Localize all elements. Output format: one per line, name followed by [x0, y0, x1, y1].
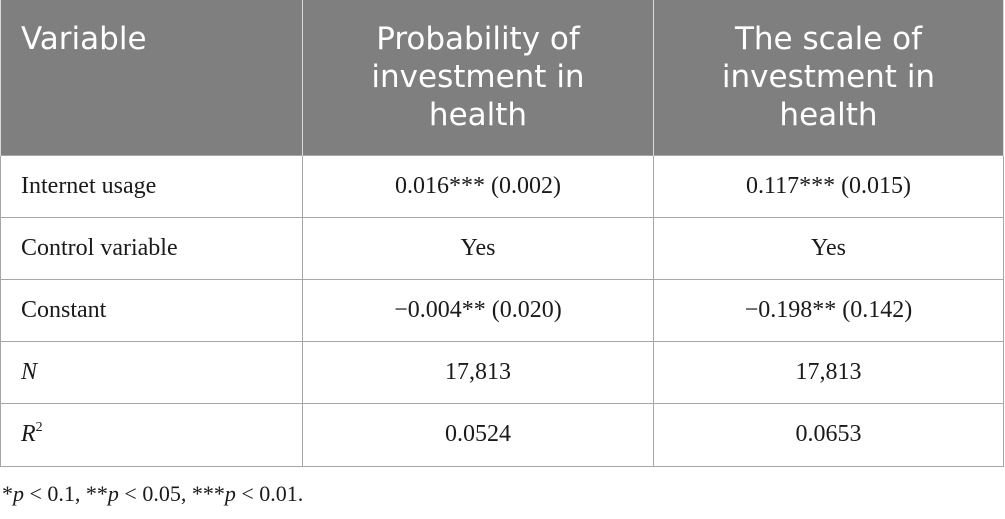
footnote-part: * — [2, 481, 13, 506]
table-row: Control variable Yes Yes — [0, 216, 1004, 280]
cell-value: 0.0653 — [653, 402, 1004, 467]
row-label: N — [0, 340, 303, 404]
cell-value: 17,813 — [302, 340, 654, 404]
cell-value: 0.117*** (0.015) — [653, 154, 1004, 218]
cell-value: 17,813 — [653, 340, 1004, 404]
cell-value: −0.198** (0.142) — [653, 278, 1004, 342]
cell-value: 0.016*** (0.002) — [302, 154, 654, 218]
footnote-part: < 0.1, ** — [24, 481, 108, 506]
table-row: N 17,813 17,813 — [0, 340, 1004, 404]
header-probability: Probability of investment in health — [302, 0, 654, 155]
row-label: Control variable — [0, 216, 303, 280]
table-row: Constant −0.004** (0.020) −0.198** (0.14… — [0, 278, 1004, 342]
footnote-p: p — [107, 481, 119, 506]
row-label-text: R — [21, 421, 36, 447]
header-scale: The scale of investment in health — [653, 0, 1004, 155]
cell-value: 0.0524 — [302, 402, 654, 467]
table-row: R2 0.0524 0.0653 — [0, 402, 1004, 467]
row-label: Constant — [0, 278, 303, 342]
cell-value: Yes — [302, 216, 654, 280]
table-footnote: *p < 0.1, **p < 0.05, ***p < 0.01. — [2, 481, 303, 507]
regression-table-container: Variable Probability of investment in he… — [0, 0, 1004, 467]
row-label: Internet usage — [0, 154, 303, 218]
row-label-superscript: 2 — [35, 420, 43, 435]
table-header-row: Variable Probability of investment in he… — [0, 0, 1004, 155]
regression-table: Variable Probability of investment in he… — [0, 0, 1004, 467]
footnote-p: p — [224, 481, 236, 506]
footnote-part: < 0.01. — [235, 481, 304, 506]
footnote-part: < 0.05, *** — [118, 481, 225, 506]
cell-value: −0.004** (0.020) — [302, 278, 654, 342]
footnote-p: p — [13, 481, 24, 506]
table-row: Internet usage 0.016*** (0.002) 0.117***… — [0, 154, 1004, 218]
row-label: R2 — [0, 402, 303, 467]
header-variable: Variable — [0, 0, 303, 155]
cell-value: Yes — [653, 216, 1004, 280]
